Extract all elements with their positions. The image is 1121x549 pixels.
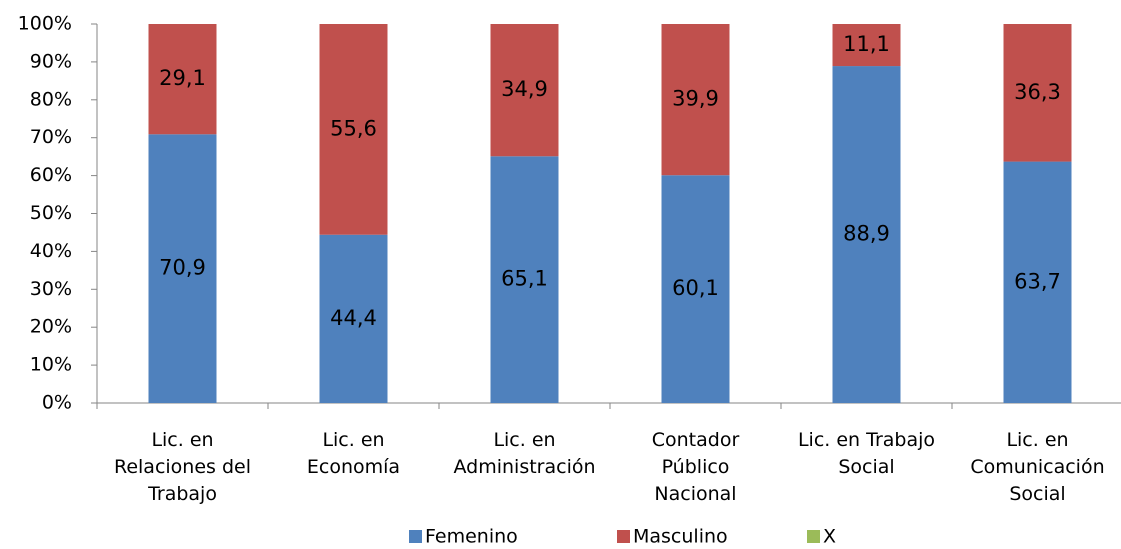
data-label: 88,9 (843, 222, 890, 246)
data-label: 65,1 (501, 267, 548, 291)
data-label: 34,9 (501, 77, 548, 101)
y-tick-label: 50% (30, 202, 72, 224)
y-tick-label: 80% (30, 88, 72, 110)
bar-segment (1003, 161, 1072, 403)
data-label: 11,1 (843, 32, 890, 56)
x-tick-label: Lic. en Trabajo Social (798, 429, 935, 478)
legend-label: X (823, 526, 836, 548)
data-label: 60,1 (672, 276, 719, 300)
y-tick-label: 40% (30, 240, 72, 262)
y-tick-label: 20% (30, 316, 72, 338)
bar-segment (661, 175, 730, 403)
legend-swatch (409, 530, 422, 543)
legend-label: Femenino (425, 526, 518, 548)
bar-segment (832, 24, 901, 67)
bar-segment (319, 234, 388, 403)
data-label: 55,6 (330, 116, 377, 140)
legend-swatch (807, 530, 820, 543)
data-label: 39,9 (672, 87, 719, 111)
bar-segment (661, 24, 730, 176)
x-tick-label: Lic. en Administración (453, 429, 595, 478)
bar-segment (490, 24, 559, 157)
y-tick-label: 60% (30, 164, 72, 186)
bar-segment (832, 66, 901, 403)
y-tick-label: 10% (30, 354, 72, 376)
data-label: 29,1 (159, 66, 206, 90)
bar-segment (490, 156, 559, 403)
bar-segment (148, 24, 217, 135)
data-label: 63,7 (1014, 269, 1061, 293)
x-tick-label: Contador Público Nacional (652, 429, 740, 505)
legend-swatch (617, 530, 630, 543)
y-tick-label: 90% (30, 50, 72, 72)
x-tick-label: Lic. en Comunicación Social (970, 429, 1104, 505)
data-label: 36,3 (1014, 80, 1061, 104)
x-tick-label: Lic. en Economía (307, 429, 400, 478)
y-tick-label: 30% (30, 278, 72, 300)
bar-segment (148, 134, 217, 403)
y-tick-label: 70% (30, 126, 72, 148)
data-label: 70,9 (159, 256, 206, 280)
data-label: 44,4 (330, 306, 377, 330)
bar-segment (1003, 24, 1072, 162)
y-tick-label: 100% (18, 13, 72, 35)
x-tick-label: Lic. en Relaciones del Trabajo (114, 429, 251, 505)
y-tick-label: 0% (42, 392, 72, 414)
bar-segment (319, 24, 388, 235)
legend-label: Masculino (633, 526, 728, 548)
